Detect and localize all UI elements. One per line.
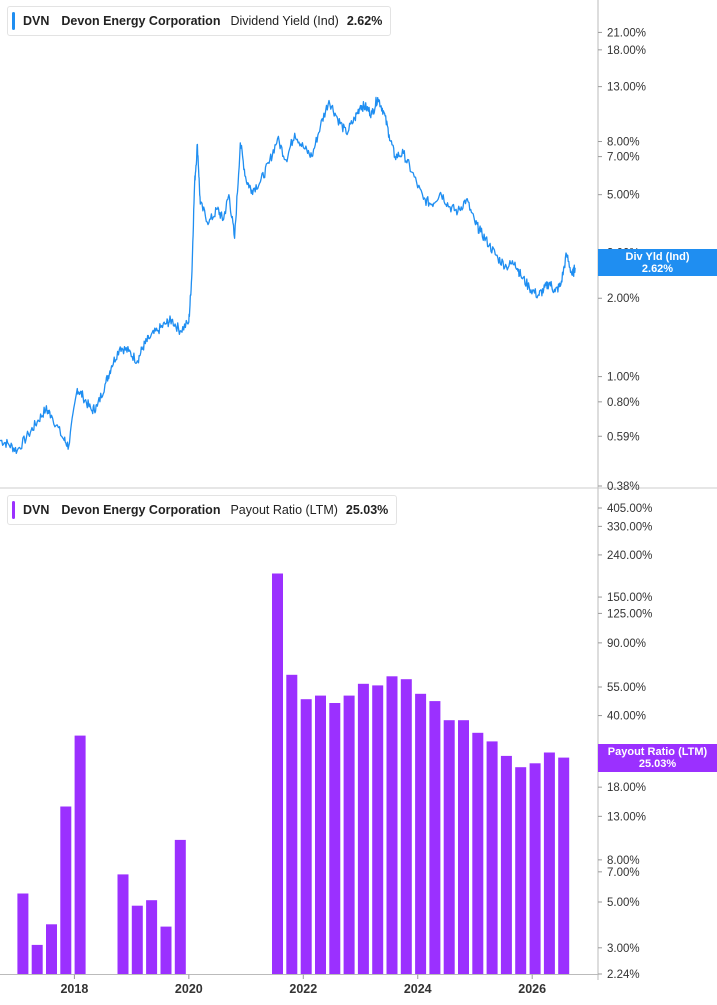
y-tick-label-payout: 8.00%: [607, 855, 640, 867]
payout-ratio-bar: [17, 893, 29, 974]
y-tick-label-yield: 2.00%: [607, 293, 640, 305]
y-tick-label-yield: 18.00%: [607, 45, 646, 57]
legend-ticker: DVN: [23, 14, 50, 28]
legend-value: 2.62%: [346, 14, 383, 28]
y-tick-label-yield: 0.80%: [607, 397, 640, 409]
payout-ratio-bar: [500, 755, 512, 974]
y-tick-label-payout: 240.00%: [607, 550, 652, 562]
payout-ratio-bar: [543, 752, 555, 974]
x-tick-label: 2020: [175, 982, 203, 996]
payout-ratio-legend: DVN Devon Energy Corporation Payout Rati…: [7, 495, 398, 525]
current-yield-tag-value: 2.62%: [641, 263, 674, 275]
x-tick-label: 2026: [518, 982, 546, 996]
payout-ratio-bar: [60, 806, 72, 974]
payout-ratio-bar: [272, 573, 283, 974]
y-tick-label-payout: 330.00%: [607, 521, 652, 533]
payout-ratio-bar: [160, 926, 172, 974]
x-tick-label: 2024: [404, 982, 432, 996]
payout-ratio-bar: [386, 676, 398, 974]
y-tick-label-payout: 3.00%: [607, 943, 640, 955]
y-tick-label-payout: 13.00%: [607, 811, 646, 823]
y-tick-label-yield: 1.00%: [607, 372, 640, 384]
legend-company: Devon Energy Corporation: [61, 503, 221, 517]
x-tick-label: 2018: [60, 982, 88, 996]
current-yield-tag: Div Yld (Ind) 2.62%: [598, 249, 717, 276]
y-tick-label-payout: 405.00%: [607, 503, 652, 515]
payout-ratio-bar: [300, 699, 312, 974]
payout-ratio-bar: [286, 674, 298, 974]
payout-ratio-bar: [329, 703, 341, 974]
y-tick-label-yield: 5.00%: [607, 190, 640, 202]
payout-ratio-bar: [46, 924, 57, 974]
legend-company: Devon Energy Corporation: [61, 14, 221, 28]
y-tick-label-payout: 2.24%: [607, 969, 640, 981]
y-tick-label-payout: 55.00%: [607, 682, 646, 694]
payout-ratio-bar: [74, 735, 86, 974]
y-tick-label-payout: 40.00%: [607, 711, 646, 723]
y-tick-label-yield: 8.00%: [607, 137, 640, 149]
current-payout-tag-value: 25.03%: [638, 758, 677, 770]
y-tick-label-payout: 5.00%: [607, 897, 640, 909]
legend-value: 25.03%: [345, 503, 389, 517]
payout-ratio-bar: [443, 720, 455, 974]
payout-ratio-bar: [486, 741, 498, 974]
y-tick-label-payout: 125.00%: [607, 608, 652, 620]
payout-ratio-bar: [400, 679, 412, 974]
payout-ratio-bar: [429, 701, 441, 974]
payout-ratio-bar: [458, 720, 469, 974]
legend-ticker: DVN: [23, 503, 50, 517]
legend-metric: Dividend Yield (Ind): [230, 14, 339, 28]
payout-ratio-bar: [558, 757, 570, 974]
payout-ratio-bar: [146, 900, 158, 974]
payout-ratio-bar: [131, 905, 143, 974]
y-tick-label-payout: 150.00%: [607, 592, 652, 604]
y-tick-label-yield: 0.59%: [607, 431, 640, 443]
payout-legend-swatch: [12, 501, 15, 519]
y-tick-label-payout: 18.00%: [607, 782, 646, 794]
current-payout-tag: Payout Ratio (LTM) 25.03%: [598, 744, 717, 772]
y-tick-label-payout: 90.00%: [607, 638, 646, 650]
y-tick-label-yield: 7.00%: [607, 152, 640, 164]
x-tick-label: 2022: [289, 982, 317, 996]
payout-ratio-bar: [174, 839, 186, 974]
payout-ratio-bar: [31, 944, 43, 974]
payout-ratio-bar: [515, 767, 527, 974]
yield-legend-swatch: [12, 12, 15, 30]
payout-ratio-bar: [117, 874, 129, 974]
payout-ratio-bar: [372, 685, 384, 974]
current-payout-tag-label: Payout Ratio (LTM): [607, 746, 708, 758]
payout-ratio-bar: [315, 695, 326, 974]
payout-ratio-bar: [529, 763, 541, 974]
payout-ratio-bar: [357, 683, 369, 974]
payout-ratio-bar: [343, 695, 355, 974]
payout-ratio-bar: [415, 693, 427, 974]
y-tick-label-yield: 21.00%: [607, 27, 646, 39]
dividend-yield-legend: DVN Devon Energy Corporation Dividend Yi…: [7, 6, 392, 36]
y-tick-label-yield: 0.38%: [607, 481, 640, 493]
dividend-yield-line: [0, 96, 576, 455]
payout-ratio-bar: [472, 732, 484, 974]
legend-metric: Payout Ratio (LTM): [230, 503, 338, 517]
current-yield-tag-label: Div Yld (Ind): [625, 251, 690, 263]
y-tick-label-payout: 7.00%: [607, 867, 640, 879]
y-tick-label-yield: 13.00%: [607, 82, 646, 94]
